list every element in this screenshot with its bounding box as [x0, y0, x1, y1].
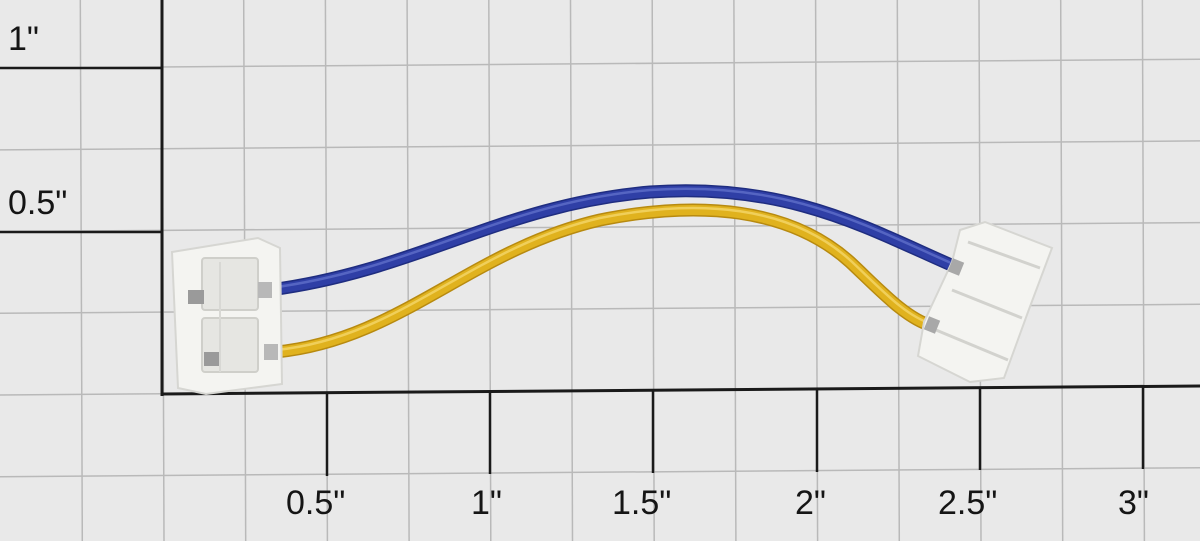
left-terminal-upper [188, 290, 204, 304]
right-crimp-upper [947, 258, 965, 276]
left-crimp-lower [264, 344, 278, 360]
right-connector [916, 220, 1054, 384]
yellow-wire-highlight [274, 206, 934, 352]
right-connector-ridge-1 [967, 240, 1041, 270]
scale-label-3-inch: 3" [1118, 484, 1149, 522]
scale-label-2-inch: 2" [795, 484, 826, 522]
grid-line-vertical [1059, 0, 1064, 541]
grid-line-horizontal [0, 58, 1200, 69]
bottom-ticks [325, 387, 1145, 476]
grid-line-vertical [569, 0, 574, 541]
scale-label-2-5-inch: 2.5" [938, 484, 998, 522]
right-crimp-lower [923, 316, 941, 334]
left-connector [170, 236, 284, 396]
grid-line-vertical [896, 0, 901, 541]
grid-line-vertical [733, 0, 737, 541]
blue-wire-highlight [268, 187, 960, 290]
grid-line-horizontal [0, 221, 1200, 233]
blue-wire [265, 185, 963, 295]
scale-label-0-5-inch-vertical: 0.5" [8, 184, 68, 222]
scale-label-1-inch: 1" [471, 484, 502, 522]
left-connector-slot-upper [201, 257, 259, 311]
horizontal-axis-line [161, 384, 1200, 396]
right-connector-ridge-2 [951, 288, 1023, 320]
scale-label-1-5-inch: 1.5" [612, 484, 672, 522]
scale-label-1-inch-vertical: 1" [8, 20, 39, 58]
grid-line-vertical [79, 0, 84, 541]
grid-line-horizontal [0, 140, 1200, 151]
yellow-wire [271, 205, 937, 357]
right-connector-ridge-3 [935, 328, 1009, 362]
grid-line-horizontal [0, 466, 1200, 478]
grid-line-vertical [406, 0, 410, 541]
left-terminal-lower [204, 352, 220, 366]
scale-label-0-5-inch: 0.5" [286, 484, 346, 522]
left-crimp-upper [258, 282, 272, 298]
